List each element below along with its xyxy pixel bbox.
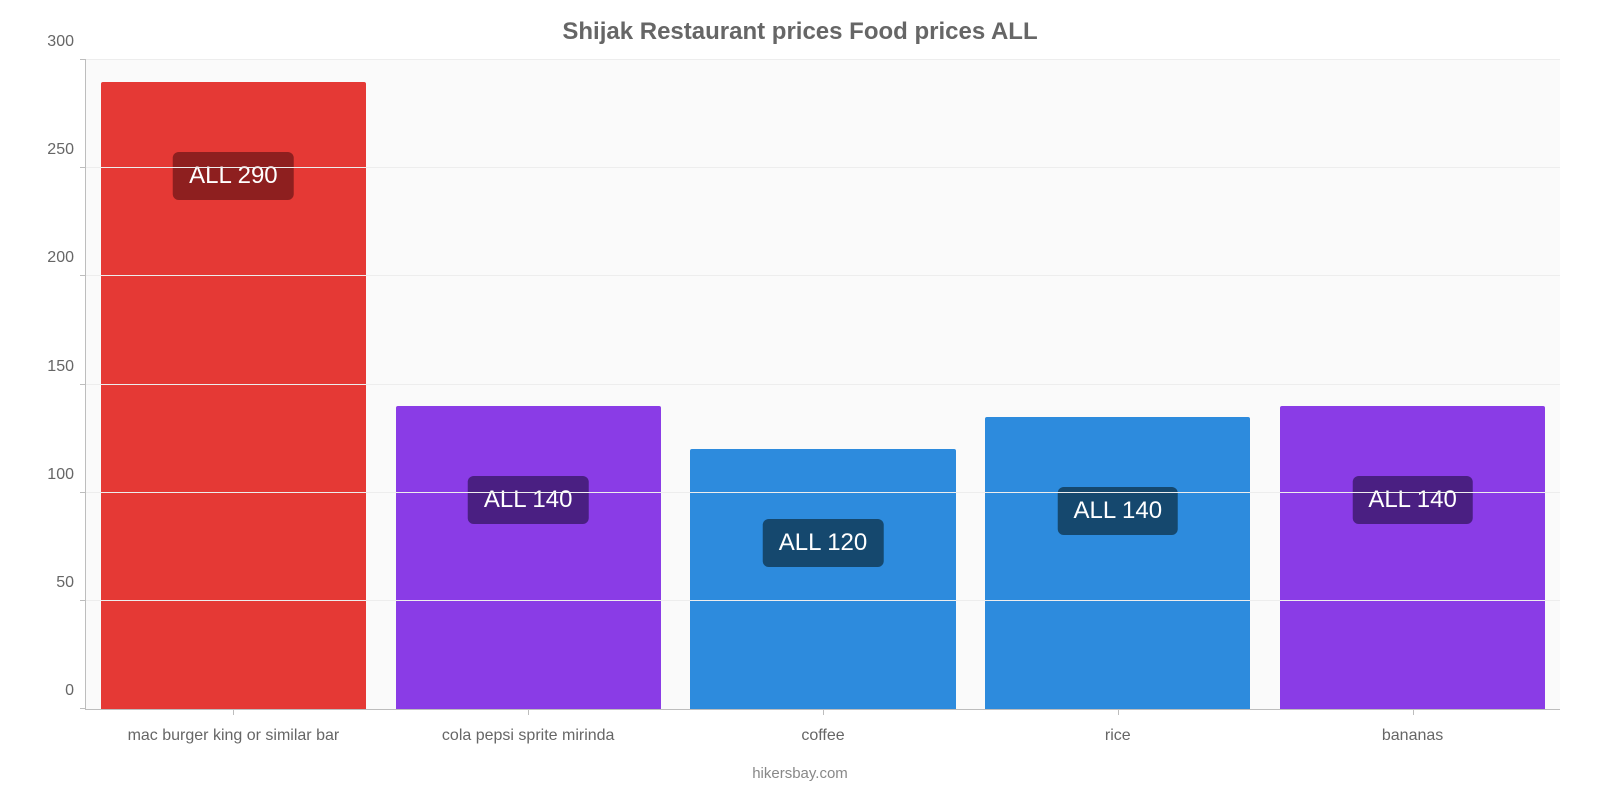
ytick-mark (80, 167, 86, 168)
bar-slot: ALL 140cola pepsi sprite mirinda (381, 60, 676, 709)
bar: ALL 140 (1280, 406, 1545, 709)
ytick-mark (80, 275, 86, 276)
ytick-label: 300 (47, 33, 86, 51)
gridline (86, 59, 1560, 60)
ytick-mark (80, 600, 86, 601)
xtick-mark (823, 709, 824, 715)
attribution-text: hikersbay.com (0, 765, 1600, 782)
ytick-label: 250 (47, 141, 86, 159)
bar: ALL 140 (985, 417, 1250, 709)
ytick-label: 50 (56, 574, 86, 592)
value-badge: ALL 140 (1352, 476, 1473, 524)
gridline (86, 167, 1560, 168)
value-badge: ALL 120 (763, 519, 884, 567)
bars-container: ALL 290mac burger king or similar barALL… (86, 60, 1560, 709)
xtick-mark (1118, 709, 1119, 715)
ytick-label: 100 (47, 466, 86, 484)
bar-slot: ALL 120coffee (676, 60, 971, 709)
xtick-mark (528, 709, 529, 715)
bar: ALL 140 (396, 406, 661, 709)
value-badge: ALL 140 (468, 476, 589, 524)
ytick-label: 150 (47, 358, 86, 376)
gridline (86, 275, 1560, 276)
plot-area: ALL 290mac burger king or similar barALL… (85, 60, 1560, 710)
bar: ALL 290 (101, 82, 366, 709)
bar: ALL 120 (690, 449, 955, 709)
xtick-mark (233, 709, 234, 715)
value-badge: ALL 290 (173, 152, 294, 200)
bar-slot: ALL 140rice (970, 60, 1265, 709)
ytick-mark (80, 384, 86, 385)
ytick-mark (80, 708, 86, 709)
ytick-label: 200 (47, 249, 86, 267)
ytick-label: 0 (65, 682, 86, 700)
ytick-mark (80, 59, 86, 60)
gridline (86, 600, 1560, 601)
bar-slot: ALL 140bananas (1265, 60, 1560, 709)
ytick-mark (80, 492, 86, 493)
gridline (86, 492, 1560, 493)
bar-chart: Shijak Restaurant prices Food prices ALL… (0, 0, 1600, 800)
chart-title: Shijak Restaurant prices Food prices ALL (0, 0, 1600, 46)
value-badge: ALL 140 (1058, 487, 1179, 535)
bar-slot: ALL 290mac burger king or similar bar (86, 60, 381, 709)
gridline (86, 384, 1560, 385)
xtick-mark (1413, 709, 1414, 715)
